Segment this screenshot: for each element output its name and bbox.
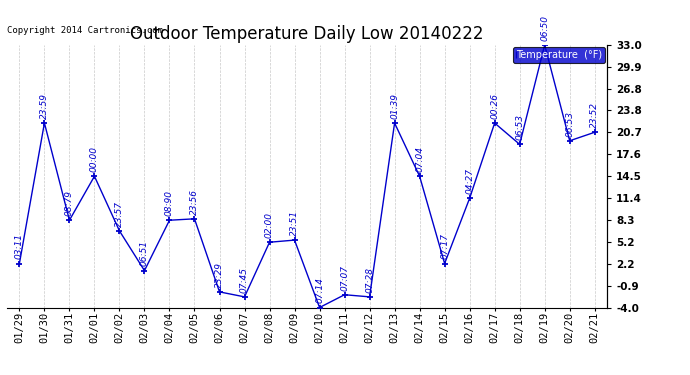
Text: 07:07: 07:07 — [340, 265, 349, 291]
Text: 23:59: 23:59 — [40, 93, 49, 119]
Text: Copyright 2014 Cartronics.com: Copyright 2014 Cartronics.com — [7, 26, 163, 35]
Text: 06:51: 06:51 — [140, 240, 149, 267]
Legend: Temperature  (°F): Temperature (°F) — [513, 47, 605, 63]
Text: 04:27: 04:27 — [465, 168, 474, 194]
Text: 00:00: 00:00 — [90, 146, 99, 172]
Text: 01:39: 01:39 — [390, 93, 399, 119]
Text: 07:45: 07:45 — [240, 267, 249, 293]
Text: 23:57: 23:57 — [115, 201, 124, 227]
Text: 06:53: 06:53 — [515, 114, 524, 140]
Text: 23:29: 23:29 — [215, 262, 224, 288]
Text: 02:00: 02:00 — [265, 212, 274, 238]
Text: 08:79: 08:79 — [65, 190, 74, 216]
Text: 03:11: 03:11 — [15, 233, 24, 260]
Text: 23:56: 23:56 — [190, 189, 199, 214]
Text: 07:04: 07:04 — [415, 146, 424, 172]
Text: 06:53: 06:53 — [565, 111, 574, 136]
Text: 23:52: 23:52 — [590, 102, 599, 128]
Text: 07:14: 07:14 — [315, 278, 324, 303]
Text: 07:28: 07:28 — [365, 267, 374, 293]
Text: 08:90: 08:90 — [165, 190, 174, 216]
Title: Outdoor Temperature Daily Low 20140222: Outdoor Temperature Daily Low 20140222 — [130, 26, 484, 44]
Text: 23:51: 23:51 — [290, 210, 299, 236]
Text: 07:17: 07:17 — [440, 233, 449, 260]
Text: 00:26: 00:26 — [490, 93, 499, 119]
Text: 06:50: 06:50 — [540, 15, 549, 41]
